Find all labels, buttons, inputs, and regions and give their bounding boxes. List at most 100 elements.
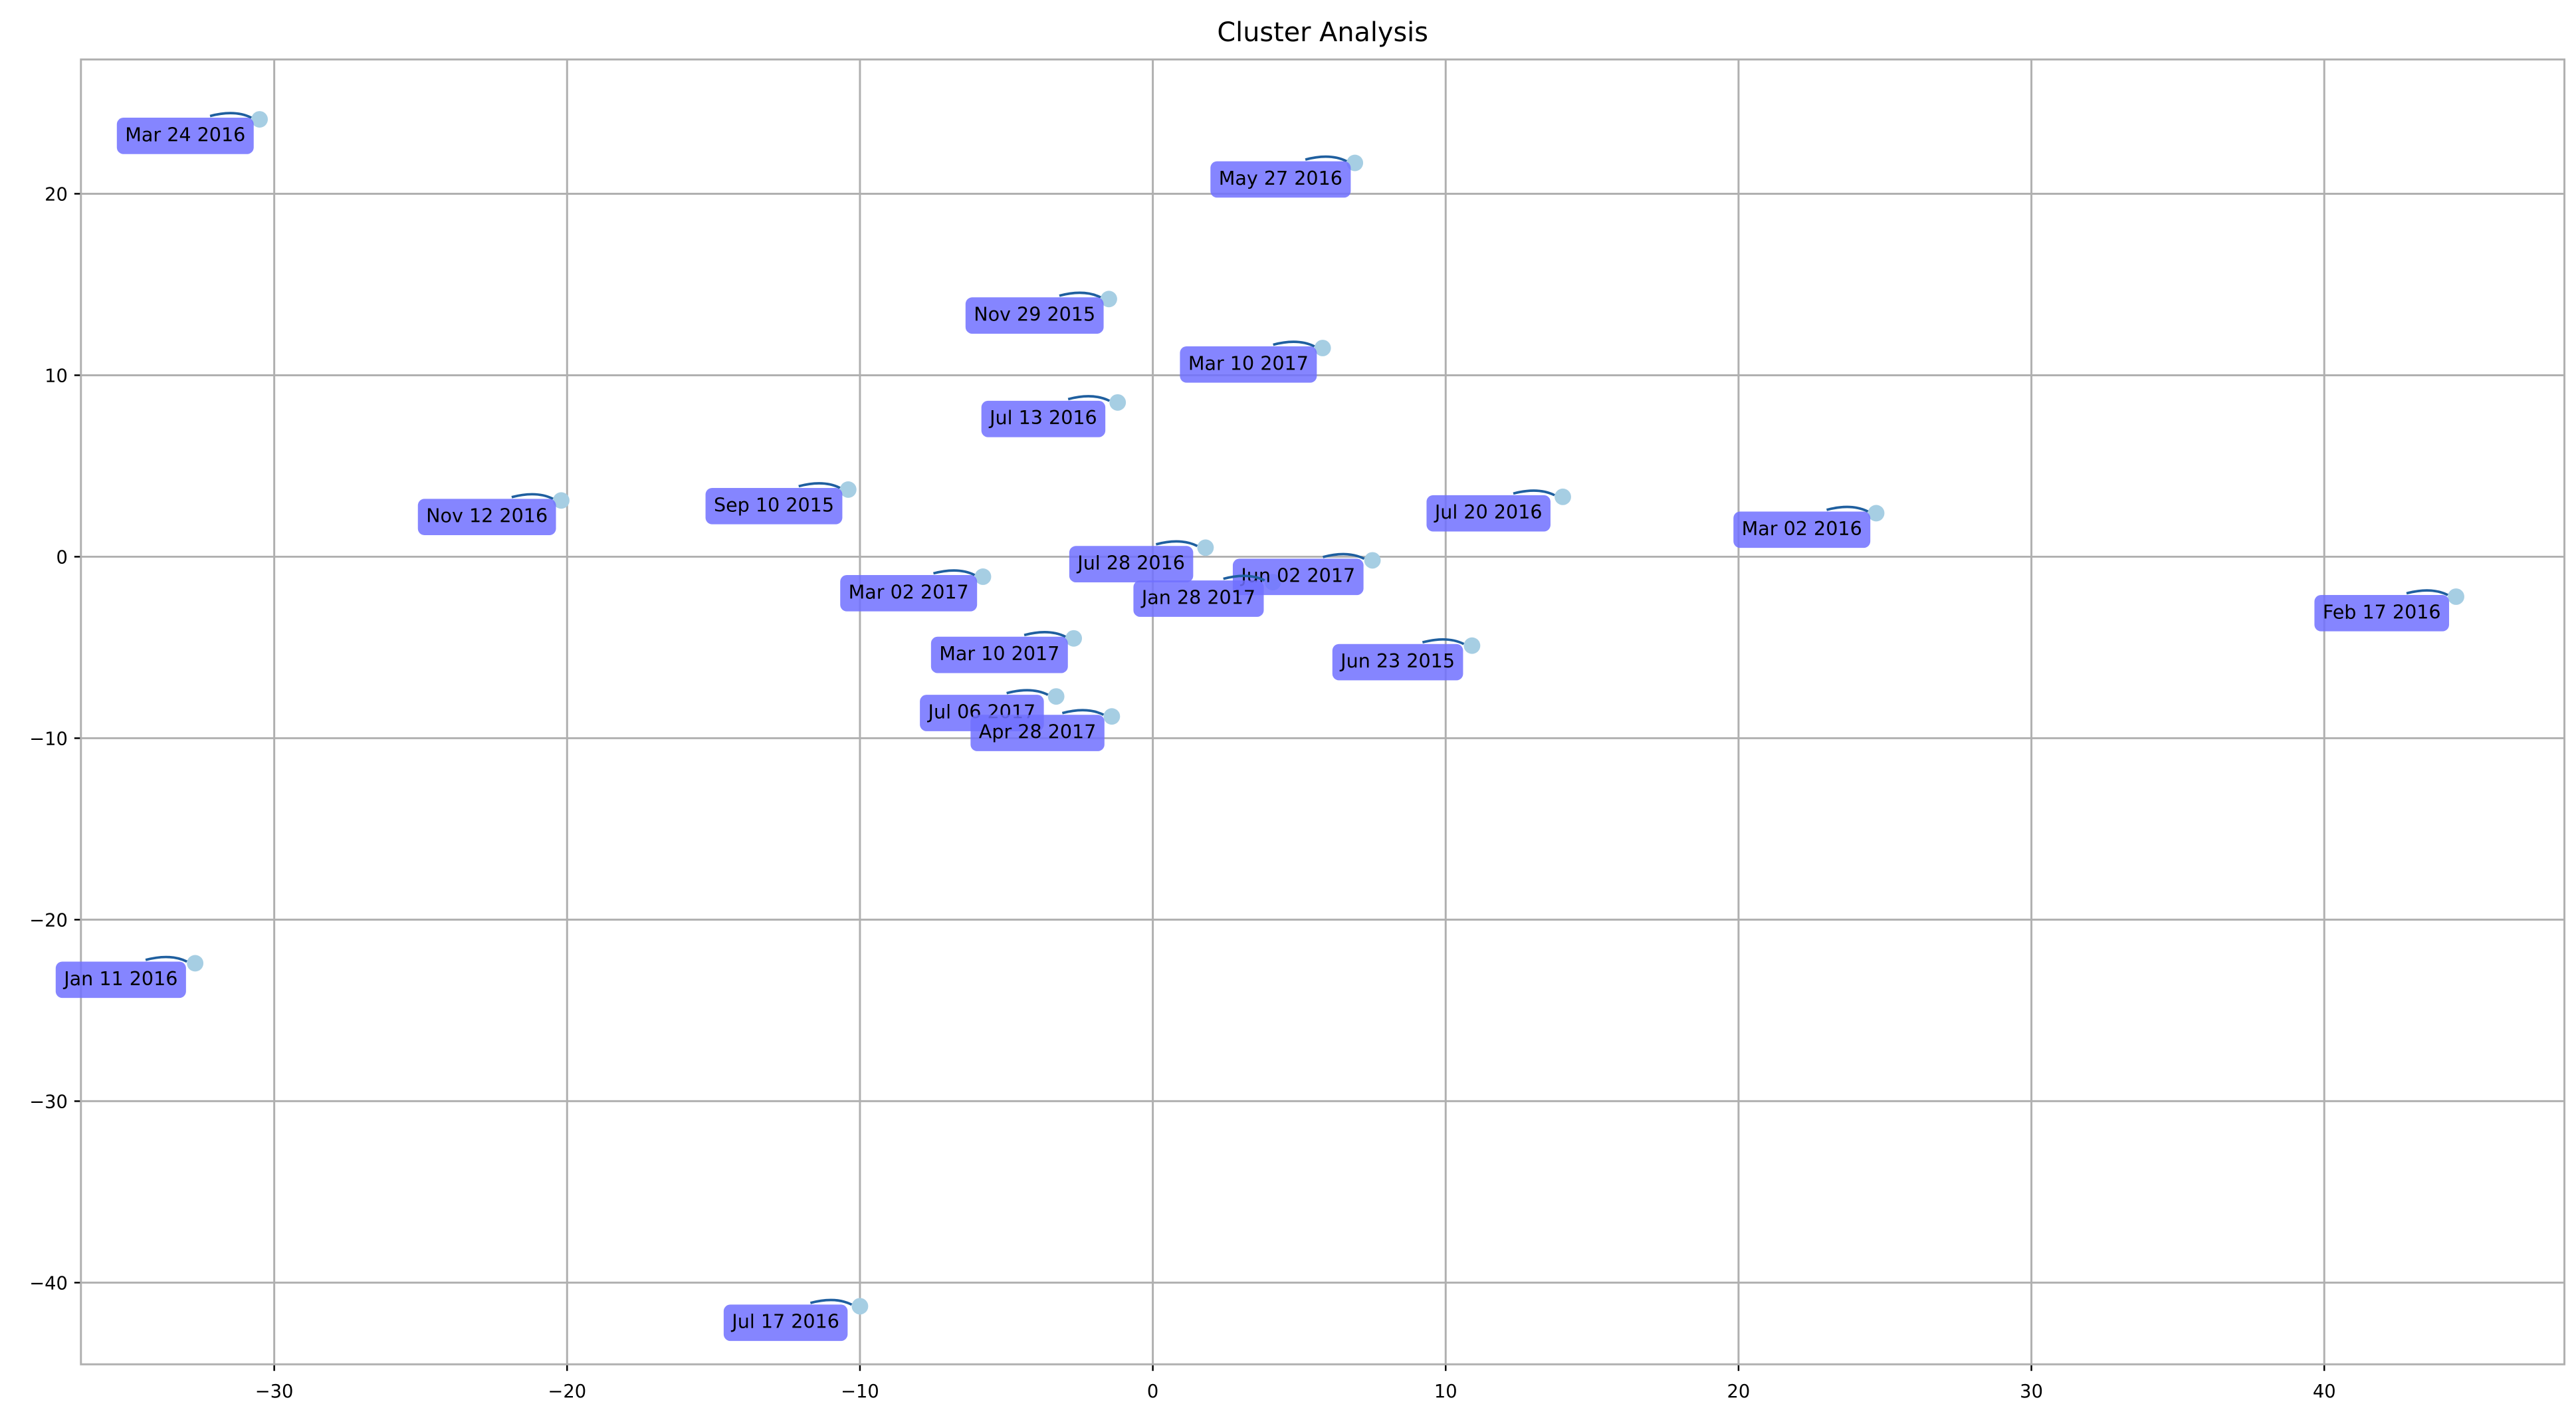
- label-box: [55, 961, 186, 999]
- point-label: Mar 02 2016: [1742, 517, 1862, 540]
- label-box: [417, 499, 556, 535]
- point: [251, 111, 268, 128]
- annotation-arrow: [1061, 709, 1105, 716]
- point-label: Mar 10 2017: [1188, 352, 1309, 374]
- label-box: [1232, 558, 1364, 596]
- plot-frame: [80, 58, 2566, 1365]
- annotation-arrow: [2406, 589, 2448, 596]
- annotation: Jul 28 2016: [1069, 540, 1198, 582]
- point-label: Mar 24 2016: [125, 123, 245, 146]
- annotation-arrow: [1513, 489, 1555, 497]
- point: [1364, 552, 1381, 569]
- point: [1065, 630, 1083, 647]
- label-box: [1069, 546, 1194, 582]
- annotation: Apr 28 2017: [970, 709, 1105, 751]
- label-box: [116, 118, 254, 154]
- y-tick-label: −20: [29, 910, 68, 931]
- point: [1463, 637, 1481, 654]
- label-box: [2314, 595, 2450, 632]
- annotation-arrow: [1223, 574, 1265, 582]
- point: [1868, 505, 1885, 522]
- label-box: [1210, 161, 1351, 198]
- point: [1047, 688, 1065, 705]
- annotation-arrow: [511, 493, 554, 501]
- x-tick-label: 10: [1434, 1381, 1457, 1402]
- y-tick-label: 20: [45, 184, 68, 205]
- label-box: [705, 487, 843, 525]
- label-box: [965, 297, 1104, 334]
- x-tick-label: −30: [255, 1381, 294, 1402]
- point: [187, 955, 204, 972]
- annotation: Nov 12 2016: [417, 493, 556, 535]
- point: [2448, 588, 2464, 605]
- annotation-arrow: [1422, 638, 1465, 646]
- point-label: Jul 28 2016: [1076, 552, 1185, 574]
- annotation: Mar 02 2016: [1733, 505, 1871, 548]
- annotation: Sep 10 2015: [705, 482, 843, 525]
- annotation-arrow: [1273, 340, 1315, 348]
- point-label: Mar 10 2017: [939, 642, 1059, 665]
- point-label: Apr 28 2017: [979, 721, 1097, 743]
- point-label: Jan 11 2016: [62, 967, 177, 990]
- annotation: Jul 20 2016: [1426, 489, 1555, 532]
- point-label: Jun 23 2015: [1339, 650, 1455, 672]
- point: [553, 492, 570, 509]
- label-box: [970, 715, 1105, 751]
- point: [1197, 539, 1214, 556]
- x-tick-label: 20: [1727, 1381, 1751, 1402]
- annotation: Feb 17 2016: [2314, 589, 2450, 632]
- point: [1101, 291, 1117, 308]
- annotation-arrow: [809, 1298, 853, 1306]
- annotation-arrow: [1059, 291, 1101, 298]
- annotation: Jun 23 2015: [1332, 638, 1465, 681]
- annotation-arrow: [932, 569, 976, 576]
- annotation: Jul 13 2016: [981, 395, 1111, 437]
- annotation: Jan 11 2016: [55, 955, 188, 999]
- point-label: Nov 12 2016: [426, 505, 548, 527]
- annotation: Mar 02 2017: [840, 569, 978, 612]
- annotation-arrow: [798, 482, 841, 489]
- annotation-arrow: [1006, 689, 1049, 696]
- annotation-arrow: [1323, 552, 1365, 560]
- x-tick-label: −10: [841, 1381, 879, 1402]
- annotation-arrow: [1826, 505, 1869, 513]
- point: [1314, 340, 1331, 356]
- label-box: [981, 400, 1106, 437]
- point-label: Feb 17 2016: [2323, 600, 2441, 623]
- annotation-arrow: [1305, 155, 1348, 163]
- annotation-arrow: [1067, 395, 1111, 402]
- annotation: Jan 28 2017: [1133, 574, 1265, 617]
- annotation: Jul 17 2016: [723, 1298, 853, 1342]
- label-box: [1133, 580, 1264, 617]
- annotation-arrow: [1155, 540, 1198, 547]
- point: [839, 481, 857, 498]
- point-label: May 27 2016: [1219, 167, 1342, 189]
- point-label: Jan 28 2017: [1140, 586, 1255, 609]
- chart-title: Cluster Analysis: [1217, 17, 1428, 48]
- point: [974, 568, 992, 585]
- y-tick-label: 0: [56, 547, 68, 568]
- annotation-arrow: [1023, 631, 1067, 638]
- y-tick-label: −40: [29, 1273, 68, 1294]
- annotation-arrow: [209, 112, 252, 119]
- point-label: Jul 13 2016: [988, 406, 1097, 429]
- label-box: [1332, 644, 1463, 681]
- point-label: Sep 10 2015: [714, 493, 834, 516]
- y-tick-label: 10: [45, 366, 68, 386]
- label-box: [1426, 495, 1551, 532]
- label-box: [1733, 511, 1871, 548]
- point: [1109, 394, 1127, 411]
- y-tick-label: −30: [29, 1092, 68, 1112]
- point: [1103, 708, 1121, 725]
- point-label: Nov 29 2015: [974, 303, 1095, 326]
- annotation-arrow: [145, 955, 188, 963]
- x-tick-label: 0: [1147, 1381, 1158, 1402]
- label-box: [1180, 346, 1317, 383]
- x-tick-label: −20: [548, 1381, 586, 1402]
- annotation: Nov 29 2015: [965, 291, 1104, 334]
- point-label: Jul 20 2016: [1434, 501, 1543, 523]
- x-tick-label: 30: [2020, 1381, 2043, 1402]
- label-box: [930, 636, 1068, 673]
- point-label: Jul 17 2016: [730, 1310, 839, 1333]
- point-label: Mar 02 2017: [849, 580, 969, 603]
